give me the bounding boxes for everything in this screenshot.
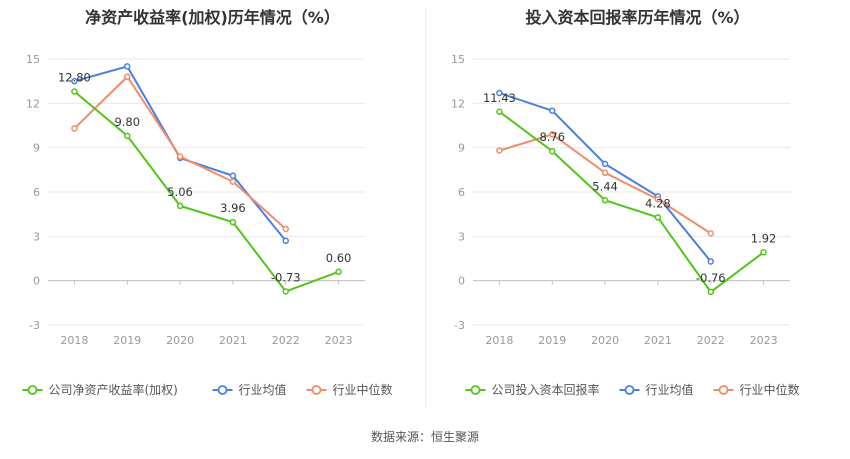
data-point <box>282 288 289 295</box>
y-tick-label: 9 <box>458 142 465 155</box>
legend-swatch-marker <box>470 385 481 395</box>
y-tick-label: 12 <box>451 97 465 110</box>
x-tick-label: 2018 <box>60 334 88 347</box>
y-tick-label: -3 <box>29 319 40 332</box>
x-tick-label: 2023 <box>325 334 353 347</box>
roic-chart-panel: 投入资本回报率历年情况（%） -3 0 3 6 9 12 15 2018 2019 2020 202… <box>425 0 850 420</box>
data-point <box>71 88 78 95</box>
data-point <box>549 131 556 138</box>
y-tick-label: 6 <box>33 186 40 199</box>
data-label: 12.80 <box>58 71 91 85</box>
legend-swatch-marker <box>718 385 729 395</box>
data-point <box>601 197 609 204</box>
data-point <box>229 178 237 185</box>
y-tick-label: 6 <box>458 186 465 199</box>
data-label: 5.44 <box>592 179 618 193</box>
y-tick-label: 3 <box>458 230 465 243</box>
data-label: 9.80 <box>114 115 140 129</box>
data-point <box>335 268 342 276</box>
data-point <box>71 77 78 85</box>
legend-label: 行业均值 <box>646 382 694 397</box>
series-line <box>498 110 765 294</box>
x-tick-label: 2021 <box>644 334 672 347</box>
data-point <box>707 258 714 265</box>
x-tick-label: 2022 <box>697 334 725 347</box>
x-tick-label: 2023 <box>750 334 778 347</box>
y-tick-label: 3 <box>33 230 40 243</box>
y-tick-label: 9 <box>33 142 40 155</box>
y-tick-label: -3 <box>454 319 465 332</box>
data-point <box>124 63 131 70</box>
data-label: -0.73 <box>271 270 301 284</box>
data-point <box>176 153 184 160</box>
legend-swatch-marker <box>27 385 38 395</box>
x-tick-label: 2020 <box>591 334 619 347</box>
data-point <box>654 214 662 221</box>
legend-swatch-marker <box>311 385 322 395</box>
data-point <box>229 172 237 179</box>
legend-swatch-marker <box>217 385 228 395</box>
data-label: 1.92 <box>751 231 777 245</box>
data-point <box>601 169 609 177</box>
data-point <box>707 288 714 296</box>
x-tick-label: 2019 <box>538 334 566 347</box>
data-label: 8.76 <box>539 130 565 144</box>
chart-title: 净资产收益率(加权)历年情况（%） <box>85 8 340 27</box>
data-point <box>760 249 767 256</box>
x-tick-label: 2022 <box>272 334 300 347</box>
y-tick-label: 0 <box>33 275 40 288</box>
legend-label: 行业中位数 <box>333 382 393 397</box>
legend-label: 公司净资产收益率(加权) <box>49 382 178 397</box>
data-label: -0.76 <box>696 271 726 285</box>
data-point <box>282 237 289 245</box>
data-point <box>71 125 78 132</box>
source-note: 数据来源：恒生聚源 <box>370 430 479 444</box>
legend-label: 行业均值 <box>239 382 287 397</box>
legend-label: 行业中位数 <box>740 382 800 397</box>
data-point <box>549 147 556 155</box>
data-point <box>229 218 237 226</box>
x-tick-label: 2020 <box>166 334 194 347</box>
data-point <box>124 73 131 80</box>
y-tick-label: 0 <box>458 275 465 288</box>
roic-line-chart: -3 0 3 6 9 12 15 2018 2019 2020 2021 2022 2023 11.43 8… <box>451 53 800 397</box>
data-point <box>496 89 503 97</box>
data-label: 11.43 <box>483 91 516 105</box>
data-label: 5.06 <box>167 185 193 199</box>
legend-label: 公司投入资本回报率 <box>492 382 600 397</box>
data-label: 4.28 <box>645 196 671 210</box>
data-point <box>282 225 289 233</box>
series-line <box>73 90 339 293</box>
data-label: 0.60 <box>326 251 352 265</box>
data-point <box>496 147 503 154</box>
data-point <box>707 230 714 237</box>
y-tick-label: 15 <box>451 53 465 66</box>
legend-swatch-marker <box>624 385 635 395</box>
data-point <box>496 108 503 116</box>
panel-divider <box>425 8 426 408</box>
data-point <box>176 202 184 210</box>
data-label: 3.96 <box>220 201 246 215</box>
roe-chart-panel: 净资产收益率(加权)历年情况（%） -3 0 3 6 9 12 15 2018 2019 2020… <box>0 0 425 420</box>
x-tick-label: 2021 <box>219 334 247 347</box>
y-tick-label: 15 <box>26 53 40 66</box>
data-point <box>124 132 131 140</box>
data-point <box>654 196 662 203</box>
x-tick-label: 2019 <box>113 334 141 347</box>
chart-title: 投入资本回报率历年情况（%） <box>525 8 750 27</box>
x-tick-label: 2018 <box>485 334 513 347</box>
data-point <box>601 160 609 168</box>
data-point <box>549 107 556 114</box>
roe-line-chart: -3 0 3 6 9 12 15 2018 2019 2020 2021 2022 2023 12.80 9… <box>22 53 393 397</box>
y-tick-label: 12 <box>26 97 40 110</box>
